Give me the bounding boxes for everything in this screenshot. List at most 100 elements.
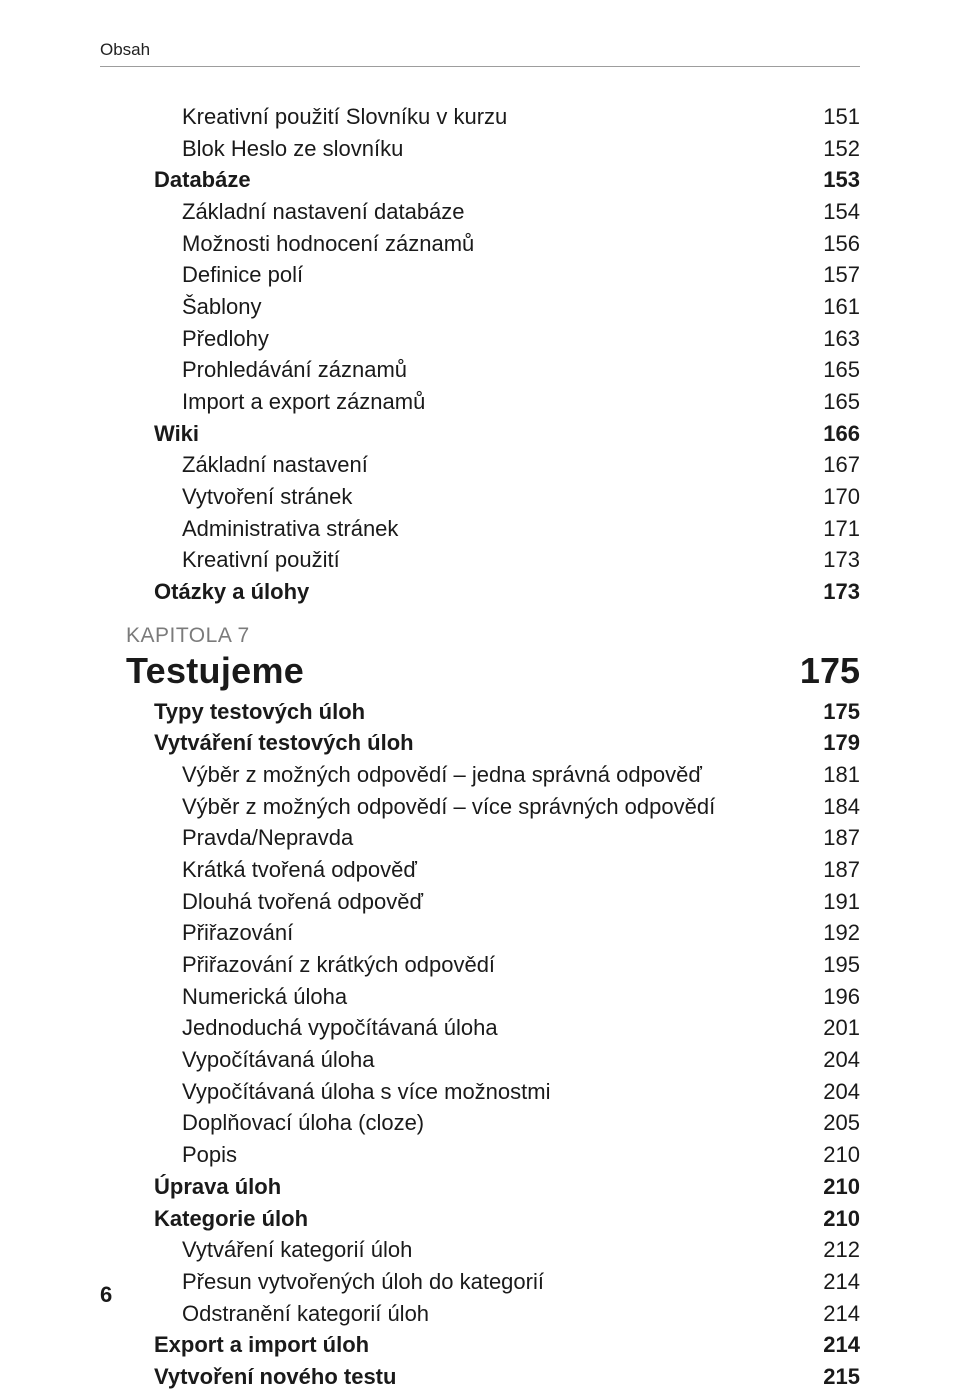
- toc-row: Otázky a úlohy 173: [100, 576, 860, 608]
- toc-label: Vytvoření nového testu: [154, 1361, 396, 1393]
- toc-label: Vytváření kategorií úloh: [182, 1234, 412, 1266]
- toc-row: Kategorie úloh210: [100, 1203, 860, 1235]
- toc-page: 173: [806, 576, 860, 608]
- toc-label: Krátká tvořená odpověď: [182, 854, 417, 886]
- toc-label: Typy testových úloh: [154, 696, 365, 728]
- toc-row: Administrativa stránek 171: [100, 513, 860, 545]
- page: Obsah Kreativní použití Slovníku v kurzu…: [0, 0, 960, 1356]
- toc-label: Předlohy: [182, 323, 269, 355]
- toc-row: Popis 210: [100, 1139, 860, 1171]
- toc-label: Šablony: [182, 291, 262, 323]
- toc-page: 214: [806, 1298, 860, 1330]
- toc-label: Možnosti hodnocení záznamů: [182, 228, 474, 260]
- toc-row: Základní nastavení167: [100, 449, 860, 481]
- toc-label: Vypočítávaná úloha s více možnostmi: [182, 1076, 550, 1108]
- toc-row: Vytvoření stránek170: [100, 481, 860, 513]
- toc-label: Prohledávání záznamů: [182, 354, 407, 386]
- toc-row: Dlouhá tvořená odpověď191: [100, 886, 860, 918]
- toc-page: 205: [806, 1107, 860, 1139]
- toc-row: Úprava úloh210: [100, 1171, 860, 1203]
- toc-page: 151: [806, 101, 860, 133]
- toc-row: Vytváření testových úloh 179: [100, 727, 860, 759]
- toc-row: Odstranění kategorií úloh 214: [100, 1298, 860, 1330]
- toc-page: 201: [806, 1012, 860, 1044]
- toc-page: 215: [806, 1361, 860, 1393]
- toc-label: Blok Heslo ze slovníku: [182, 133, 403, 165]
- toc-page: 192: [806, 917, 860, 949]
- toc-label: Přiřazování: [182, 917, 293, 949]
- toc-page: 163: [806, 323, 860, 355]
- chapter-page: 175: [800, 650, 860, 692]
- toc-page: 152: [806, 133, 860, 165]
- toc-page: 184: [806, 791, 860, 823]
- toc-row: Možnosti hodnocení záznamů156: [100, 228, 860, 260]
- chapter-label: KAPITOLA 7: [100, 624, 860, 648]
- toc-label: Pravda/Nepravda: [182, 822, 353, 854]
- toc-page: 204: [806, 1044, 860, 1076]
- toc-label: Wiki: [154, 418, 199, 450]
- toc-page: 153: [806, 164, 860, 196]
- toc-row: Výběr z možných odpovědí – jedna správná…: [100, 759, 860, 791]
- toc-label: Základní nastavení databáze: [182, 196, 465, 228]
- toc-page: 214: [806, 1329, 860, 1361]
- toc-label: Otázky a úlohy: [154, 576, 309, 608]
- toc-label: Výběr z možných odpovědí – více správnýc…: [182, 791, 715, 823]
- toc-label: Úprava úloh: [154, 1171, 281, 1203]
- toc-label: Numerická úloha: [182, 981, 347, 1013]
- toc-label: Kreativní použití: [182, 544, 340, 576]
- toc-label: Export a import úloh: [154, 1329, 369, 1361]
- toc-row: Přiřazování 192: [100, 917, 860, 949]
- toc-row: Jednoduchá vypočítávaná úloha201: [100, 1012, 860, 1044]
- toc-row: Vytvoření nového testu 215: [100, 1361, 860, 1393]
- toc-row: Import a export záznamů 165: [100, 386, 860, 418]
- toc-page: 210: [806, 1139, 860, 1171]
- running-head: Obsah: [100, 40, 860, 67]
- toc-page: 179: [806, 727, 860, 759]
- toc-page: 191: [806, 886, 860, 918]
- toc-label: Vytváření testových úloh: [154, 727, 414, 759]
- chapter-title: Testujeme: [126, 650, 304, 692]
- toc-row: Vypočítávaná úloha s více možnostmi 204: [100, 1076, 860, 1108]
- toc-page: 165: [806, 386, 860, 418]
- chapter-title-row: Testujeme 175: [100, 650, 860, 692]
- toc-row: Přiřazování z krátkých odpovědí 195: [100, 949, 860, 981]
- toc-label: Výběr z možných odpovědí – jedna správná…: [182, 759, 702, 791]
- toc-page: 173: [806, 544, 860, 576]
- toc-label: Základní nastavení: [182, 449, 368, 481]
- toc-label: Administrativa stránek: [182, 513, 398, 545]
- toc-label: Odstranění kategorií úloh: [182, 1298, 429, 1330]
- toc-row: Předlohy 163: [100, 323, 860, 355]
- toc-row: Doplňovací úloha (cloze)205: [100, 1107, 860, 1139]
- toc-block-2: Typy testových úloh175Vytváření testovýc…: [100, 696, 860, 1393]
- toc-label: Přesun vytvořených úloh do kategorií: [182, 1266, 544, 1298]
- toc-row: Vypočítávaná úloha204: [100, 1044, 860, 1076]
- toc-page: 181: [806, 759, 860, 791]
- toc-label: Kategorie úloh: [154, 1203, 308, 1235]
- toc-page: 171: [806, 513, 860, 545]
- toc-block-1: Kreativní použití Slovníku v kurzu 151 Blo…: [100, 101, 860, 608]
- toc-page: 196: [806, 981, 860, 1013]
- toc-page: 161: [806, 291, 860, 323]
- toc-row: Numerická úloha 196: [100, 981, 860, 1013]
- toc-page: 165: [806, 354, 860, 386]
- toc-label: Vytvoření stránek: [182, 481, 352, 513]
- toc-label: Import a export záznamů: [182, 386, 425, 418]
- toc-row: Krátká tvořená odpověď 187: [100, 854, 860, 886]
- toc-row: Typy testových úloh 175: [100, 696, 860, 728]
- toc-row: Prohledávání záznamů 165: [100, 354, 860, 386]
- toc-page: 187: [806, 854, 860, 886]
- toc-row: Definice polí157: [100, 259, 860, 291]
- toc-page: 195: [806, 949, 860, 981]
- toc-page: 187: [806, 822, 860, 854]
- toc-row: Přesun vytvořených úloh do kategorií 214: [100, 1266, 860, 1298]
- toc-page: 214: [806, 1266, 860, 1298]
- toc-label: Popis: [182, 1139, 237, 1171]
- toc-label: Přiřazování z krátkých odpovědí: [182, 949, 495, 981]
- toc-page: 204: [806, 1076, 860, 1108]
- toc-page: 154: [806, 196, 860, 228]
- toc-row: Základní nastavení databáze 154: [100, 196, 860, 228]
- toc-row: Šablony 161: [100, 291, 860, 323]
- toc-page: 175: [806, 696, 860, 728]
- toc-label: Kreativní použití Slovníku v kurzu: [182, 101, 507, 133]
- toc-row: Kreativní použití Slovníku v kurzu 151: [100, 101, 860, 133]
